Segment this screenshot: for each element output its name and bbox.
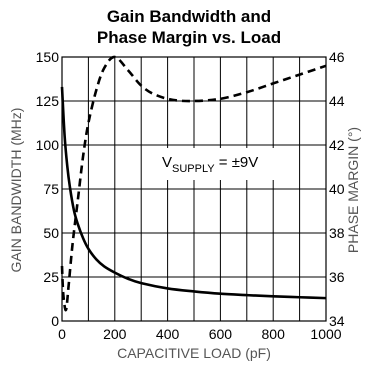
supply-annotation-prefix: V [162, 154, 172, 171]
left-y-tick-label: 75 [43, 181, 59, 197]
left-y-tick-label: 50 [43, 225, 59, 241]
right-y-tick-label: 40 [329, 181, 345, 197]
annotation-background [157, 148, 283, 180]
left-y-tick-label: 125 [36, 93, 60, 109]
right-y-axis-label: PHASE MARGIN (°) [345, 127, 361, 253]
x-tick-label: 600 [209, 326, 233, 342]
plot-frame [61, 56, 327, 322]
x-tick-label: 1000 [310, 326, 341, 342]
right-y-tick-label: 36 [329, 269, 345, 285]
right-y-tick-label: 38 [329, 225, 345, 241]
x-tick-label: 400 [156, 326, 180, 342]
left-y-axis-label: GAIN BANDWIDTH (MHz) [8, 108, 24, 273]
chart-title-line-2: Phase Margin vs. Load [97, 28, 281, 47]
phase-margin-line [60, 55, 327, 312]
supply-annotation: VSUPPLY = ±9V [162, 154, 258, 175]
left-y-ticks: 0 25 50 75 100 125 150 [36, 49, 60, 329]
right-y-tick-label: 44 [329, 93, 345, 109]
left-y-tick-label: 0 [51, 313, 59, 329]
chart-title-line-1: Gain Bandwidth and [107, 7, 271, 26]
x-ticks: 0 200 400 600 800 1000 [58, 326, 342, 342]
x-tick-label: 800 [262, 326, 286, 342]
supply-annotation-subscript: SUPPLY [172, 163, 215, 175]
left-y-tick-label: 150 [36, 49, 60, 65]
supply-annotation-suffix: = ±9V [215, 154, 259, 171]
x-tick-label: 200 [103, 326, 127, 342]
left-y-tick-label: 100 [36, 137, 60, 153]
gain-bandwidth-line [60, 86, 327, 300]
series [60, 55, 327, 312]
right-y-tick-label: 34 [329, 313, 345, 329]
x-axis-label: CAPACITIVE LOAD (pF) [117, 345, 271, 361]
right-y-ticks: 34 36 38 40 42 44 46 [329, 49, 345, 329]
right-y-tick-label: 42 [329, 137, 345, 153]
x-tick-label: 0 [58, 326, 66, 342]
right-y-tick-label: 46 [329, 49, 345, 65]
grid [62, 57, 326, 321]
left-y-tick-label: 25 [43, 269, 59, 285]
